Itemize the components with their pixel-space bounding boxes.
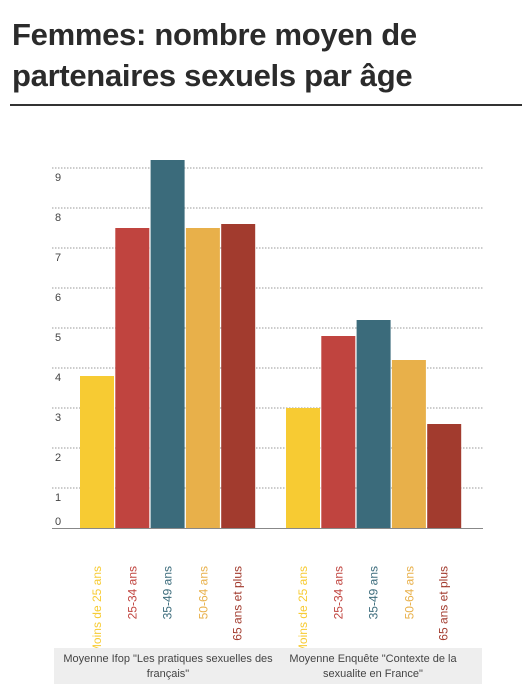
bar-group2-50-64-ans (391, 360, 426, 528)
bar-group2-35-49-ans (356, 320, 391, 528)
y-tick-label: 7 (55, 252, 61, 264)
y-tick-label: 2 (55, 452, 61, 464)
y-tick-label: 4 (55, 372, 61, 384)
bar-group2-25-34-ans (321, 336, 356, 528)
x-category-label-text: 50-64 ans (401, 566, 416, 620)
x-category-label-text: 65 ans et plus (437, 566, 452, 641)
bar-group1-50-64-ans (185, 228, 220, 528)
y-tick-label: 3 (55, 412, 61, 424)
x-category-label-text: 25-34 ans (331, 566, 346, 620)
bar-group1-moins-de-25-ans (80, 376, 114, 528)
bar-group1-65-ans-et-plus (221, 224, 256, 528)
y-tick-label: 1 (55, 492, 61, 504)
x-category-label-text: 25-34 ans (125, 566, 140, 620)
y-tick-label: 0 (55, 516, 61, 528)
x-category-label-text: Moins de 25 ans (296, 566, 310, 655)
bar-group1-35-49-ans (150, 160, 185, 528)
bar-group2-65-ans-et-plus (427, 424, 462, 528)
group-label-contexte: Moyenne Enquête "Contexte de la sexualit… (289, 653, 457, 680)
group-label-ifop: Moyenne Ifop "Les pratiques sexuelles de… (63, 653, 273, 680)
x-category-label-text: 50-64 ans (195, 566, 210, 620)
bar-group1-25-34-ans (115, 228, 150, 528)
x-category-label-text: 35-49 ans (366, 566, 381, 620)
x-category-label-text: 65 ans et plus (231, 566, 246, 641)
y-tick-label: 9 (55, 172, 61, 184)
y-tick-label: 6 (55, 292, 61, 304)
axes: 0 1 2 3 4 5 6 7 8 9 (52, 172, 483, 529)
bars (80, 160, 462, 528)
chart-title: Femmes: nombre moyen de partenaires sexu… (12, 17, 417, 93)
x-category-label-text: Moins de 25 ans (90, 566, 104, 655)
title-divider (10, 104, 522, 106)
group-label-band (54, 648, 482, 684)
y-tick-label: 8 (55, 212, 61, 224)
x-category-label-text: 35-49 ans (160, 566, 175, 620)
bar-group2-moins-de-25-ans (286, 408, 320, 528)
y-tick-label: 5 (55, 332, 61, 344)
